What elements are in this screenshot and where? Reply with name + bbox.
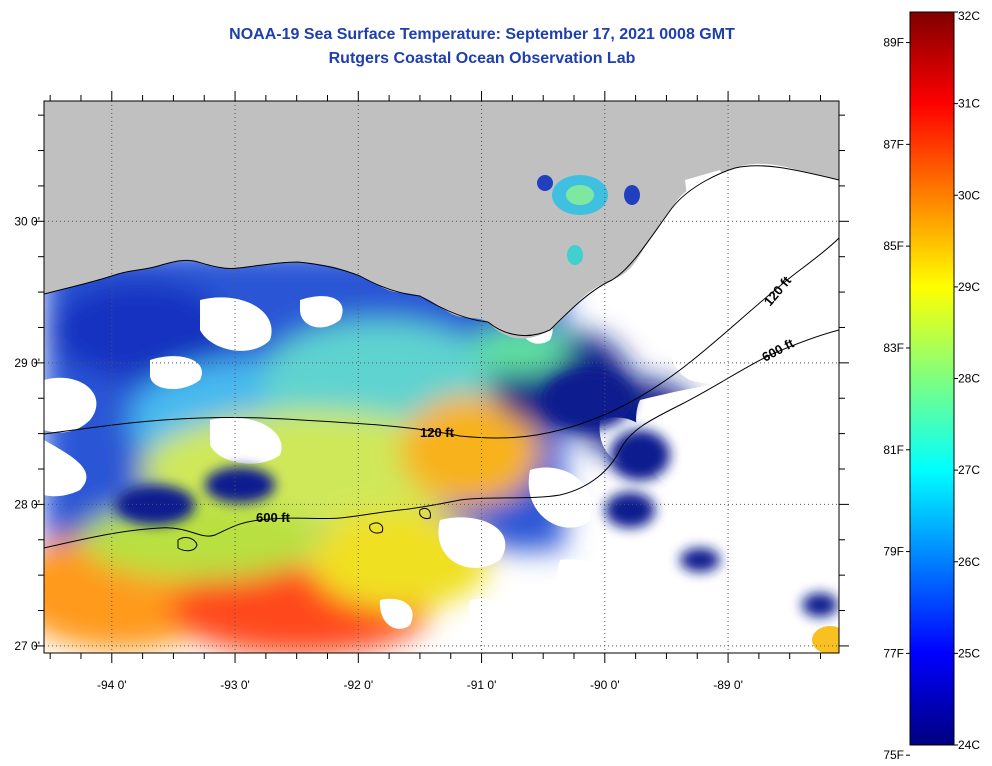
- lat-label: 30 0': [14, 214, 40, 228]
- celsius-label: 26C: [958, 555, 980, 569]
- fahrenheit-label: 85F: [883, 239, 904, 253]
- longitude-labels: -94 0' -93 0' -92 0' -91 0' -90 0' -89 0': [97, 678, 743, 692]
- lon-label: -94 0': [97, 678, 127, 692]
- lat-label: 27 0': [14, 639, 40, 653]
- fahrenheit-label: 89F: [883, 36, 904, 50]
- frame-ticks: [34, 91, 849, 663]
- colorbar-gradient: [909, 11, 955, 746]
- celsius-labels: 32C 31C 30C 29C 28C 27C 26C 25C 24C: [954, 9, 980, 752]
- land-mass: [44, 101, 839, 339]
- lon-label: -91 0': [467, 678, 497, 692]
- fahrenheit-labels: 89F 87F 85F 83F 81F 79F 77F 75F: [883, 36, 910, 761]
- celsius-label: 32C: [958, 9, 980, 23]
- lat-label: 29 0': [14, 356, 40, 370]
- celsius-label: 31C: [958, 97, 980, 111]
- map-frame: [43, 100, 840, 654]
- lon-label: -89 0': [713, 678, 743, 692]
- fahrenheit-label: 81F: [883, 443, 904, 457]
- map-subtitle: Rutgers Coastal Ocean Observation Lab: [328, 50, 636, 67]
- contour-small-loop: [177, 507, 431, 552]
- celsius-label: 29C: [958, 280, 980, 294]
- lon-label: -93 0': [220, 678, 250, 692]
- contour-120ft-west: [44, 237, 839, 439]
- graticule: [44, 101, 839, 653]
- contour-label-600ft-west: 600 ft: [256, 510, 291, 525]
- lon-label: -90 0': [590, 678, 620, 692]
- fahrenheit-label: 77F: [883, 646, 904, 660]
- fahrenheit-label: 75F: [883, 748, 904, 761]
- lon-label: -92 0': [343, 678, 373, 692]
- cloud-mask: [44, 290, 839, 653]
- celsius-label: 27C: [958, 463, 980, 477]
- celsius-label: 24C: [958, 738, 980, 752]
- celsius-label: 28C: [958, 372, 980, 386]
- contour-label-120ft-west: 120 ft: [420, 425, 455, 440]
- lat-label: 28 0': [14, 497, 40, 511]
- map-title: NOAA-19 Sea Surface Temperature: Septemb…: [229, 26, 735, 43]
- latitude-labels: 30 0' 29 0' 28 0' 27 0': [14, 214, 40, 653]
- fahrenheit-label: 87F: [883, 137, 904, 151]
- contour-600ft: [44, 329, 839, 549]
- celsius-label: 30C: [958, 188, 980, 202]
- fahrenheit-label: 79F: [883, 545, 904, 559]
- fahrenheit-label: 83F: [883, 341, 904, 355]
- celsius-label: 25C: [958, 646, 980, 660]
- coastline: [44, 165, 839, 336]
